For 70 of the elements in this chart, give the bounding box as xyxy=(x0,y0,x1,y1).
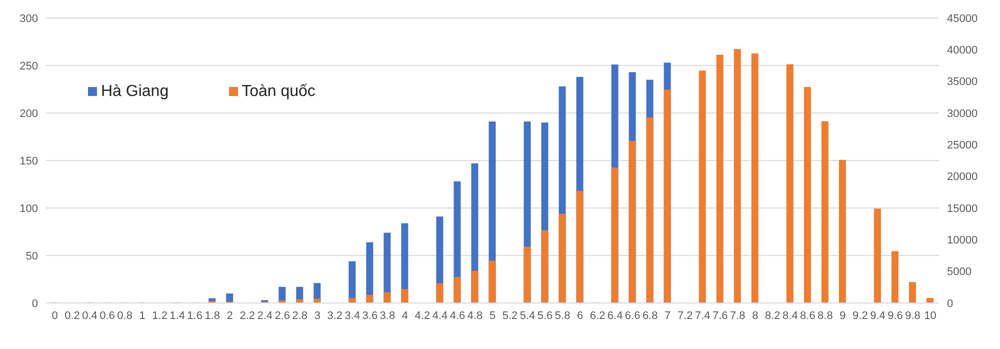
x-tick-label: 4.8 xyxy=(467,310,483,322)
y2-tick-label: 35000 xyxy=(947,76,978,88)
y-tick-label: 50 xyxy=(26,250,38,262)
x-tick-label: 1.8 xyxy=(204,310,220,322)
x-tick-label: 9.8 xyxy=(905,310,920,322)
x-tick-label: 0.6 xyxy=(100,310,115,322)
x-tick-label: 2.6 xyxy=(274,310,290,322)
y-tick-label: 100 xyxy=(20,202,38,215)
x-tick-label: 10 xyxy=(924,310,936,322)
x-tick-label: 4.4 xyxy=(432,310,448,322)
x-tick-label: 9 xyxy=(840,310,846,322)
x-tick-label: 6 xyxy=(576,310,584,322)
x-tick-label: 7.6 xyxy=(712,310,728,322)
x-tick-label: 0.2 xyxy=(64,310,80,322)
x-tick-label: 2.4 xyxy=(257,310,273,322)
y2-tick-label: 0 xyxy=(947,298,954,310)
x-tick-label: 8 xyxy=(752,310,758,322)
x-tick-label: 8.2 xyxy=(765,310,780,322)
x-tick-label: 5 xyxy=(489,310,496,322)
x-tick-label: 5.8 xyxy=(554,310,570,322)
x-tick-label: 0.4 xyxy=(82,310,98,322)
x-tick-label: 4.2 xyxy=(414,310,430,322)
x-tick-label: 1.2 xyxy=(152,310,168,322)
y2-tick-label: 30000 xyxy=(947,108,978,120)
x-tick-label: 6.6 xyxy=(624,310,640,322)
x-tick-label: 5.4 xyxy=(520,310,536,322)
x-tick-label: 5.6 xyxy=(537,310,553,322)
x-tick-label: 0.8 xyxy=(117,310,132,322)
y-tick-label: 0 xyxy=(32,298,38,310)
x-tick-label: 1 xyxy=(139,310,146,322)
x-tick-label: 7 xyxy=(664,310,671,322)
legend-label: Toàn quốc xyxy=(242,83,316,100)
x-tick-label: 3.6 xyxy=(362,310,378,322)
x-tick-label: 7.4 xyxy=(694,310,710,322)
y2-tick-label: 5000 xyxy=(947,266,972,278)
x-tick-label: 7.8 xyxy=(730,310,746,322)
y2-tick-label: 15000 xyxy=(947,202,978,215)
legend-label: Hà Giang xyxy=(101,83,169,100)
x-tick-label: 6.8 xyxy=(642,310,658,322)
y2-tick-label: 45000 xyxy=(947,12,978,25)
x-tick-label: 3.4 xyxy=(344,310,360,322)
x-tick-label: 3 xyxy=(314,310,320,322)
x-tick-label: 4.6 xyxy=(450,310,466,322)
x-tick-label: 8.8 xyxy=(818,310,833,322)
x-tick-label: 1.6 xyxy=(187,310,202,322)
y2-tick-label: 40000 xyxy=(947,44,978,57)
x-tick-label: 6.4 xyxy=(607,310,623,322)
x-tick-label: 0 xyxy=(52,310,58,322)
x-tick-label: 2.2 xyxy=(240,310,256,322)
x-tick-label: 2.8 xyxy=(292,310,308,322)
x-tick-label: 6.2 xyxy=(590,310,606,322)
x-tick-label: 3.2 xyxy=(327,310,343,322)
x-tick-label: 9.6 xyxy=(888,310,903,322)
y2-tick-label: 25000 xyxy=(947,140,978,152)
y2-tick-label: 20000 xyxy=(947,171,978,184)
x-tick-label: 8.6 xyxy=(800,310,816,322)
x-tick-label: 5.2 xyxy=(502,310,518,322)
x-tick-label: 8.4 xyxy=(782,310,798,322)
y-tick-label: 200 xyxy=(20,108,38,120)
y-tick-label: 250 xyxy=(20,60,38,72)
x-tick-label: 1.4 xyxy=(170,310,185,322)
x-tick-label: 2 xyxy=(226,310,233,322)
y-tick-label: 300 xyxy=(20,12,38,25)
x-tick-label: 4 xyxy=(402,310,408,322)
y2-tick-label: 10000 xyxy=(947,234,978,247)
y-tick-label: 150 xyxy=(20,155,38,168)
x-tick-label: 3.8 xyxy=(380,310,396,322)
x-tick-label: 7.2 xyxy=(677,310,693,322)
x-tick-label: 9.4 xyxy=(870,310,886,322)
x-tick-label: 9.2 xyxy=(852,310,868,322)
